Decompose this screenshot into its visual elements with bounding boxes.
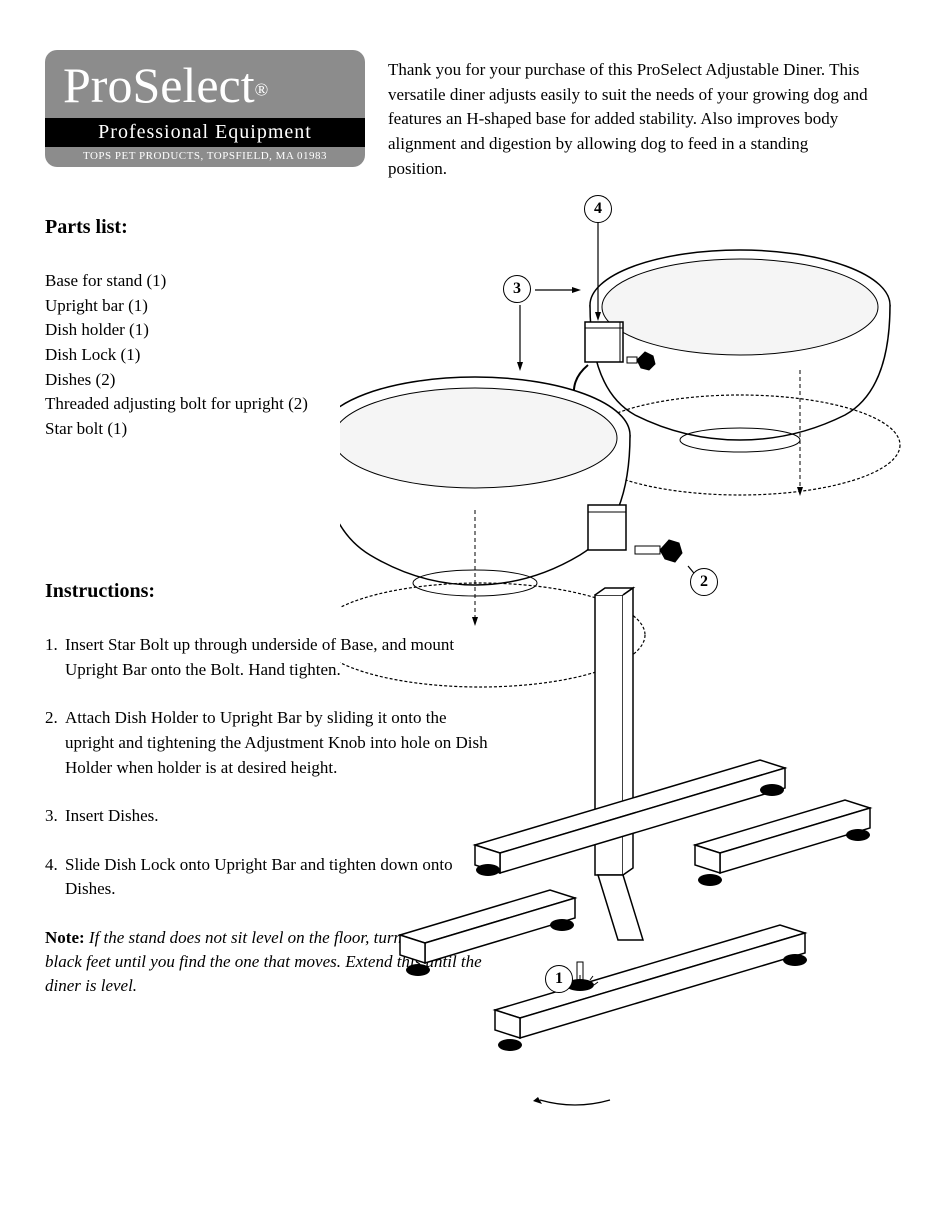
parts-item: Threaded adjusting bolt for upright (2) — [45, 392, 365, 417]
bowl-back — [590, 250, 890, 496]
step-number: 3. — [45, 804, 65, 829]
step-number: 1. — [45, 633, 65, 682]
parts-item: Dish holder (1) — [45, 318, 365, 343]
callout-4: 4 — [584, 195, 612, 223]
logo-main: ProSelect® — [45, 50, 365, 118]
brand-name: ProSelect — [63, 57, 255, 113]
assembly-diagram: 4 3 2 1 — [340, 190, 910, 1130]
parts-list: Base for stand (1) Upright bar (1) Dish … — [45, 269, 365, 441]
bowl-front — [340, 377, 630, 626]
logo-address: TOPS PET PRODUCTS, TOPSFIELD, MA 01983 — [45, 147, 365, 167]
intro-text: Thank you for your purchase of this ProS… — [388, 58, 868, 181]
parts-item: Upright bar (1) — [45, 294, 365, 319]
parts-heading: Parts list: — [45, 216, 365, 239]
note-label: Note: — [45, 928, 89, 947]
intro-line-1: Thank you for your purchase of this ProS… — [388, 60, 825, 79]
parts-item: Base for stand (1) — [45, 269, 365, 294]
diagram-svg — [340, 190, 910, 1130]
step-number: 2. — [45, 706, 65, 780]
callout-3: 3 — [503, 275, 531, 303]
dish-holder-bar — [588, 505, 682, 562]
callout-2: 2 — [690, 568, 718, 596]
parts-item: Star bolt (1) — [45, 417, 365, 442]
step-number: 4. — [45, 853, 65, 902]
parts-item: Dishes (2) — [45, 368, 365, 393]
rotation-arrow-icon — [533, 1097, 610, 1105]
registered-mark: ® — [255, 80, 269, 100]
brand-logo-block: ProSelect® Professional Equipment TOPS P… — [45, 50, 365, 167]
parts-item: Dish Lock (1) — [45, 343, 365, 368]
h-base — [400, 760, 870, 1051]
logo-subtitle: Professional Equipment — [45, 118, 365, 147]
parts-list-section: Parts list: Base for stand (1) Upright b… — [45, 216, 365, 441]
callout-1: 1 — [545, 965, 573, 993]
